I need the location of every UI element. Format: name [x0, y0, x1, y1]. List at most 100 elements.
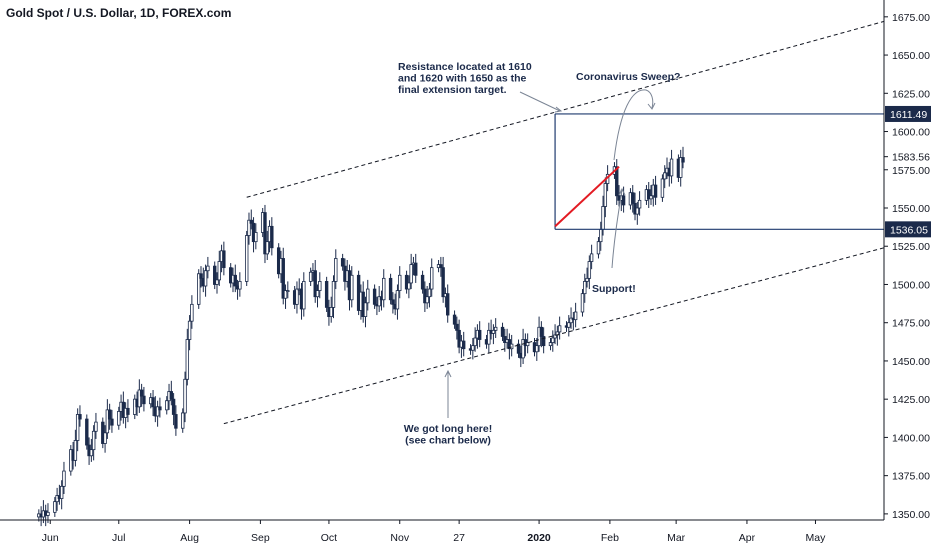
candle-body	[509, 343, 514, 350]
candle-body	[85, 418, 89, 446]
candle-body	[139, 389, 144, 397]
x-tick-label: Jun	[42, 532, 59, 544]
candle-body	[649, 195, 653, 200]
candle-body	[395, 290, 400, 310]
y-tick-label: 1450.00	[892, 356, 930, 368]
candle-body	[329, 307, 333, 317]
channel-lower-line	[223, 247, 885, 425]
candle-body	[197, 273, 201, 305]
candle-body	[477, 329, 482, 340]
candle-body	[473, 337, 477, 347]
candle-body	[181, 412, 185, 429]
candle-body	[217, 261, 221, 281]
x-tick-label: Aug	[180, 532, 199, 544]
candle-body	[423, 288, 427, 304]
candle-body	[203, 270, 208, 287]
candle-body	[663, 172, 667, 180]
drawings-layer	[223, 20, 885, 425]
y-tick-label: 1675.00	[892, 12, 930, 24]
candle-body	[334, 258, 338, 282]
candle-body	[585, 277, 589, 282]
y-tick-label: 1650.00	[892, 50, 930, 62]
y-tick-label: 1525.00	[892, 241, 930, 253]
candle-body	[679, 157, 683, 178]
candle-body	[263, 212, 267, 255]
candle-body	[621, 195, 626, 206]
candle-body	[388, 277, 393, 301]
candle-body	[183, 378, 187, 414]
candle-body	[199, 273, 203, 279]
candle-body	[601, 206, 605, 230]
resistance-arrowhead	[554, 106, 563, 113]
candle-body	[75, 414, 80, 441]
candle-body	[500, 326, 505, 337]
candle-body	[446, 293, 450, 316]
sweep-arrow	[613, 89, 654, 161]
y-tick-label: 1500.00	[892, 279, 930, 291]
candle-body	[553, 334, 557, 339]
sweep-arrowhead	[647, 102, 656, 110]
candle-body	[471, 345, 475, 351]
candle-body	[238, 281, 242, 290]
candle-body	[233, 274, 237, 287]
candle-body	[174, 414, 178, 429]
candle-body	[430, 267, 434, 290]
resistance-note: Resistance located at 1610 and 1620 with …	[398, 61, 532, 96]
x-tick-label: 2020	[527, 532, 551, 544]
candle-body	[521, 339, 525, 359]
support-arrow	[611, 189, 623, 269]
candle-body	[350, 274, 354, 301]
candle-body	[185, 339, 190, 380]
candle-body	[187, 320, 192, 340]
price-label-text: 1536.05	[890, 224, 928, 236]
candle-body	[78, 414, 82, 420]
price-label-text: 1583.56	[892, 152, 930, 164]
candle-body	[137, 389, 142, 408]
candle-body	[169, 391, 174, 400]
candle-body	[283, 290, 288, 299]
x-tick-label: Apr	[739, 532, 756, 544]
candle-body	[398, 274, 402, 291]
candle-body	[249, 219, 253, 224]
candle-body	[151, 397, 155, 408]
candle-body	[525, 342, 530, 347]
candle-body	[493, 326, 498, 331]
candle-body	[46, 511, 50, 516]
y-tick-label: 1400.00	[892, 432, 930, 444]
candle-body	[452, 314, 457, 325]
candle-body	[155, 406, 160, 417]
price-label-box	[885, 105, 931, 122]
y-tick-label: 1425.00	[892, 394, 930, 406]
y-tick-label: 1600.00	[892, 127, 930, 139]
candle-body	[281, 258, 285, 299]
support-arrowhead	[618, 187, 626, 196]
y-tick-label: 1375.00	[892, 471, 930, 483]
candle-body	[551, 337, 555, 343]
candle-body	[171, 398, 176, 415]
candle-body	[637, 199, 642, 209]
candle-body	[589, 253, 594, 262]
candle-body	[535, 345, 539, 353]
candle-body	[539, 326, 544, 337]
candle-body	[340, 258, 345, 267]
candle-body	[213, 265, 217, 285]
candle-body	[487, 329, 491, 345]
candle-body	[117, 411, 121, 426]
candle-body	[569, 317, 573, 324]
chart-title: Gold Spot / U.S. Dollar, 1D, FOREX.com	[6, 6, 232, 20]
candle-body	[315, 290, 320, 298]
candle-body	[103, 432, 107, 444]
candle-body	[420, 274, 425, 290]
candle-body	[462, 340, 466, 350]
candle-body	[580, 293, 585, 313]
candle-body	[599, 229, 603, 243]
long-note: We got long here! (see chart below)	[404, 423, 492, 447]
candle-body	[382, 277, 386, 301]
price-label-text: 1611.49	[890, 109, 927, 121]
candle-body	[404, 274, 409, 290]
candle-body	[596, 241, 601, 255]
long-note-line: (see chart below)	[405, 435, 491, 447]
candle-body	[391, 299, 395, 305]
